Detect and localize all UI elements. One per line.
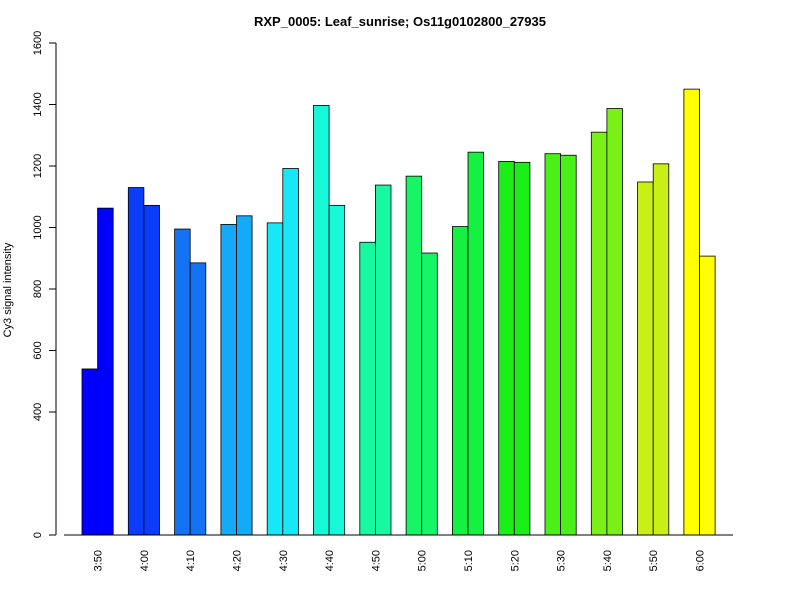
y-tick-label: 1200 bbox=[32, 154, 44, 178]
bar-510-1 bbox=[451, 226, 469, 536]
bar-450-2 bbox=[374, 184, 392, 536]
x-tick-label: 5:40 bbox=[602, 550, 614, 571]
bar-550-1 bbox=[637, 181, 654, 536]
bar-520-2 bbox=[513, 161, 531, 536]
bar-420-2 bbox=[236, 215, 253, 536]
bar-510-2 bbox=[467, 151, 485, 536]
bar-550-2 bbox=[652, 163, 670, 536]
bar-530-1 bbox=[544, 153, 562, 536]
y-tick-label: 400 bbox=[32, 403, 44, 421]
y-axis: 0 400 600 800 1000 1200 1400 1600 bbox=[32, 31, 57, 538]
bar-400-2 bbox=[143, 204, 160, 536]
y-tick-label: 1000 bbox=[32, 215, 44, 239]
bar-400-1 bbox=[127, 187, 145, 536]
bar-520-1 bbox=[498, 160, 515, 536]
y-tick-label: 0 bbox=[32, 532, 44, 538]
bar-500-2 bbox=[421, 252, 438, 536]
y-tick-label: 800 bbox=[32, 280, 44, 298]
x-tick-label: 4:30 bbox=[278, 550, 290, 571]
bar-440-1 bbox=[313, 105, 330, 536]
bar-440-2 bbox=[328, 204, 346, 536]
x-tick-label: 4:40 bbox=[324, 550, 336, 571]
bar-410-2 bbox=[189, 262, 207, 536]
bar-410-1 bbox=[174, 228, 191, 536]
x-tick-label: 4:50 bbox=[370, 550, 382, 571]
x-tick-label: 4:10 bbox=[185, 550, 197, 571]
bar-350-1 bbox=[81, 368, 99, 536]
bars-group bbox=[81, 88, 716, 536]
bar-350-2 bbox=[97, 207, 114, 536]
bar-600-1 bbox=[683, 88, 700, 536]
bar-540-2 bbox=[606, 108, 623, 536]
x-tick-label: 5:10 bbox=[463, 550, 475, 571]
x-tick-label: 4:20 bbox=[232, 550, 244, 571]
x-tick-label: 5:20 bbox=[509, 550, 521, 571]
bar-450-1 bbox=[359, 241, 376, 536]
x-tick-label: 3:50 bbox=[93, 550, 105, 571]
y-tick-label: 600 bbox=[32, 341, 44, 359]
y-axis-label: Cy3 signal intensity bbox=[2, 242, 14, 337]
x-tick-label: 6:00 bbox=[695, 550, 707, 571]
x-axis: 3:50 4:00 4:10 4:20 4:30 4:40 4:50 5:00 5:10 5:20… bbox=[64, 534, 733, 571]
y-tick-label: 1400 bbox=[32, 92, 44, 116]
bar-600-2 bbox=[699, 255, 716, 536]
x-tick-label: 5:50 bbox=[648, 550, 660, 571]
bar-420-1 bbox=[220, 224, 237, 536]
bar-430-2 bbox=[282, 168, 299, 536]
bar-430-1 bbox=[266, 222, 284, 536]
bar-500-1 bbox=[405, 175, 423, 536]
bar-530-2 bbox=[560, 154, 577, 536]
chart-title: RXP_0005: Leaf_sunrise; Os11g0102800_279… bbox=[254, 14, 546, 29]
bar-540-1 bbox=[590, 131, 608, 536]
x-tick-label: 5:00 bbox=[417, 550, 429, 571]
x-tick-label: 4:00 bbox=[139, 550, 151, 571]
x-tick-label: 5:30 bbox=[556, 550, 568, 571]
y-tick-label: 1600 bbox=[32, 31, 44, 55]
